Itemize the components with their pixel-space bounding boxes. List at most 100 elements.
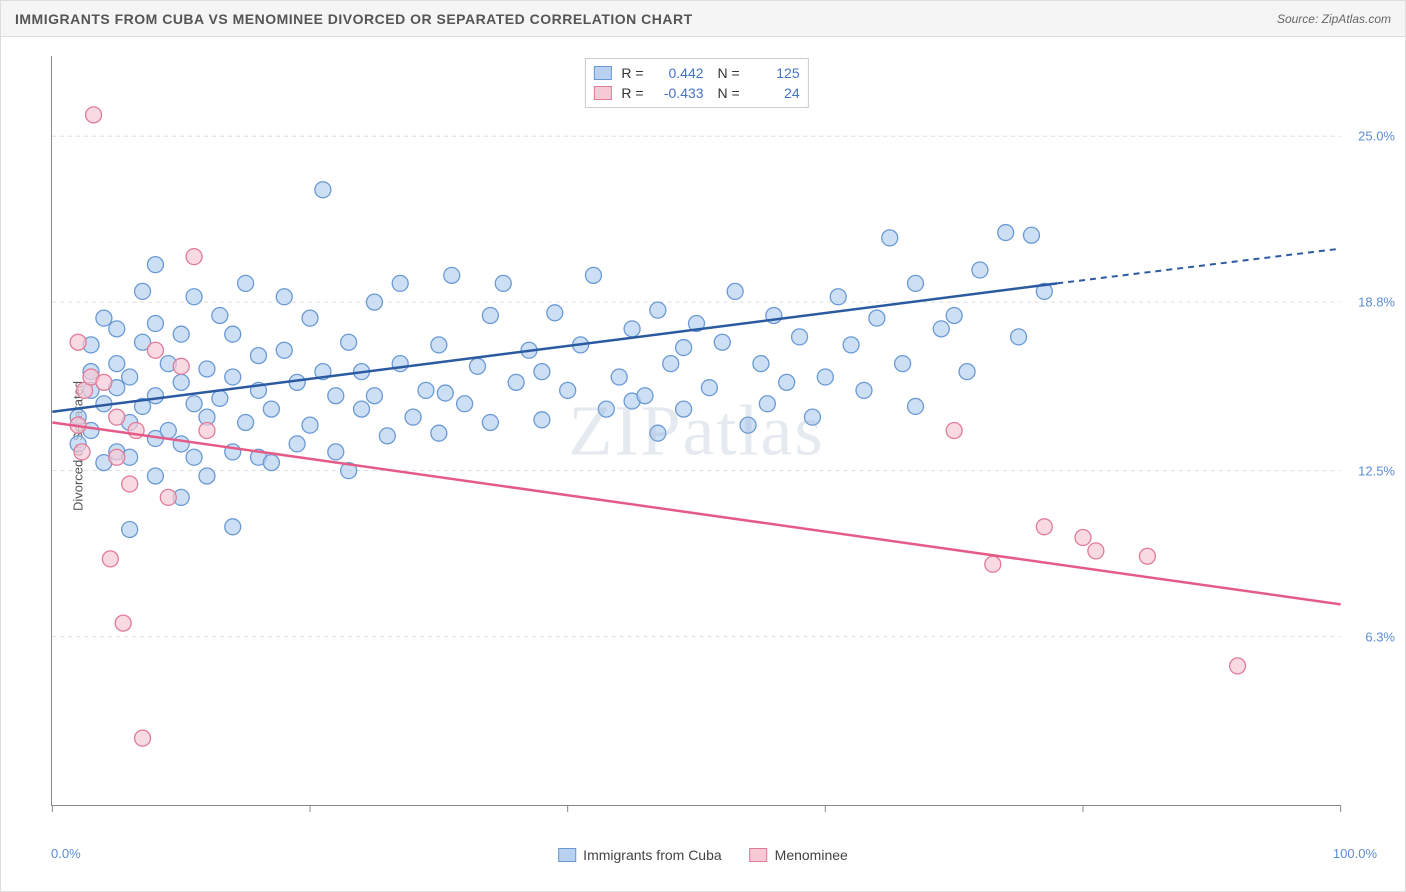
scatter-point <box>109 321 125 337</box>
scatter-point <box>418 382 434 398</box>
scatter-point <box>624 321 640 337</box>
scatter-point <box>160 489 176 505</box>
scatter-point <box>122 521 138 537</box>
scatter-plot <box>52 56 1341 805</box>
scatter-point <box>740 417 756 433</box>
scatter-point <box>212 307 228 323</box>
scatter-point <box>186 289 202 305</box>
scatter-point <box>508 374 524 390</box>
scatter-point <box>727 283 743 299</box>
legend-label: Menominee <box>775 847 848 863</box>
trend-line <box>52 422 1340 604</box>
scatter-point <box>482 307 498 323</box>
scatter-point <box>701 380 717 396</box>
scatter-point <box>173 326 189 342</box>
scatter-point <box>547 305 563 321</box>
scatter-point <box>470 358 486 374</box>
scatter-point <box>1088 543 1104 559</box>
scatter-point <box>650 425 666 441</box>
scatter-point <box>225 369 241 385</box>
scatter-point <box>392 275 408 291</box>
scatter-point <box>96 374 112 390</box>
trend-line <box>52 283 1057 411</box>
scatter-point <box>1230 658 1246 674</box>
scatter-point <box>405 409 421 425</box>
scatter-point <box>366 294 382 310</box>
scatter-point <box>186 396 202 412</box>
stats-r-label: R = <box>621 65 643 81</box>
scatter-point <box>908 398 924 414</box>
scatter-point <box>109 409 125 425</box>
scatter-point <box>199 361 215 377</box>
scatter-point <box>534 364 550 380</box>
scatter-point <box>328 388 344 404</box>
scatter-point <box>856 382 872 398</box>
scatter-point <box>1011 329 1027 345</box>
scatter-point <box>1023 227 1039 243</box>
scatter-point <box>276 289 292 305</box>
scatter-point <box>115 615 131 631</box>
scatter-point <box>122 476 138 492</box>
scatter-point <box>959 364 975 380</box>
x-min-label: 0.0% <box>51 846 81 861</box>
scatter-point <box>804 409 820 425</box>
scatter-point <box>495 275 511 291</box>
scatter-point <box>534 412 550 428</box>
stats-legend: R =0.442 N =125R =-0.433 N =24 <box>584 58 808 108</box>
scatter-point <box>86 107 102 123</box>
stats-n-value: 125 <box>750 65 800 81</box>
y-tick-label: 6.3% <box>1365 630 1395 645</box>
y-tick-label: 18.8% <box>1358 295 1395 310</box>
scatter-point <box>985 556 1001 572</box>
scatter-point <box>759 396 775 412</box>
scatter-point <box>637 388 653 404</box>
scatter-point <box>225 519 241 535</box>
scatter-point <box>302 310 318 326</box>
scatter-point <box>753 356 769 372</box>
source: Source: ZipAtlas.com <box>1277 12 1391 26</box>
scatter-point <box>431 337 447 353</box>
scatter-point <box>102 551 118 567</box>
scatter-point <box>186 449 202 465</box>
scatter-point <box>1139 548 1155 564</box>
scatter-point <box>843 337 859 353</box>
scatter-point <box>946 307 962 323</box>
scatter-point <box>908 275 924 291</box>
scatter-point <box>792 329 808 345</box>
scatter-point <box>238 414 254 430</box>
scatter-point <box>250 348 266 364</box>
scatter-point <box>147 468 163 484</box>
scatter-point <box>263 455 279 471</box>
scatter-point <box>560 382 576 398</box>
scatter-point <box>869 310 885 326</box>
scatter-point <box>122 369 138 385</box>
scatter-point <box>611 369 627 385</box>
scatter-point <box>109 356 125 372</box>
scatter-point <box>972 262 988 278</box>
scatter-point <box>431 425 447 441</box>
y-tick-label: 12.5% <box>1358 464 1395 479</box>
scatter-point <box>437 385 453 401</box>
scatter-point <box>173 374 189 390</box>
stats-r-value: 0.442 <box>654 65 704 81</box>
scatter-point <box>302 417 318 433</box>
legend-swatch <box>593 66 611 80</box>
scatter-point <box>1036 519 1052 535</box>
stats-row: R =0.442 N =125 <box>593 63 799 83</box>
scatter-point <box>933 321 949 337</box>
scatter-point <box>779 374 795 390</box>
scatter-point <box>341 334 357 350</box>
scatter-point <box>663 356 679 372</box>
stats-r-label: R = <box>621 85 643 101</box>
scatter-point <box>147 342 163 358</box>
scatter-point <box>212 390 228 406</box>
scatter-point <box>276 342 292 358</box>
scatter-point <box>714 334 730 350</box>
scatter-point <box>160 423 176 439</box>
scatter-point <box>817 369 833 385</box>
scatter-point <box>895 356 911 372</box>
legend-swatch <box>750 848 768 862</box>
scatter-point <box>830 289 846 305</box>
chart-title: IMMIGRANTS FROM CUBA VS MENOMINEE DIVORC… <box>15 11 693 27</box>
scatter-point <box>354 401 370 417</box>
